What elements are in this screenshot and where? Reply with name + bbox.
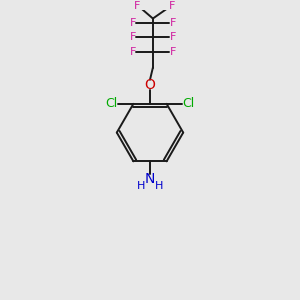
- Text: H: H: [136, 181, 145, 191]
- Text: H: H: [155, 181, 164, 191]
- Text: F: F: [170, 32, 176, 42]
- Text: Cl: Cl: [182, 97, 194, 110]
- Text: F: F: [130, 47, 136, 57]
- Text: Cl: Cl: [106, 97, 118, 110]
- Text: N: N: [145, 172, 155, 186]
- Text: F: F: [130, 18, 136, 28]
- Text: O: O: [145, 78, 155, 92]
- Text: F: F: [130, 32, 136, 42]
- Text: F: F: [170, 47, 176, 57]
- Text: F: F: [170, 18, 176, 28]
- Text: F: F: [169, 1, 175, 10]
- Text: F: F: [134, 1, 140, 10]
